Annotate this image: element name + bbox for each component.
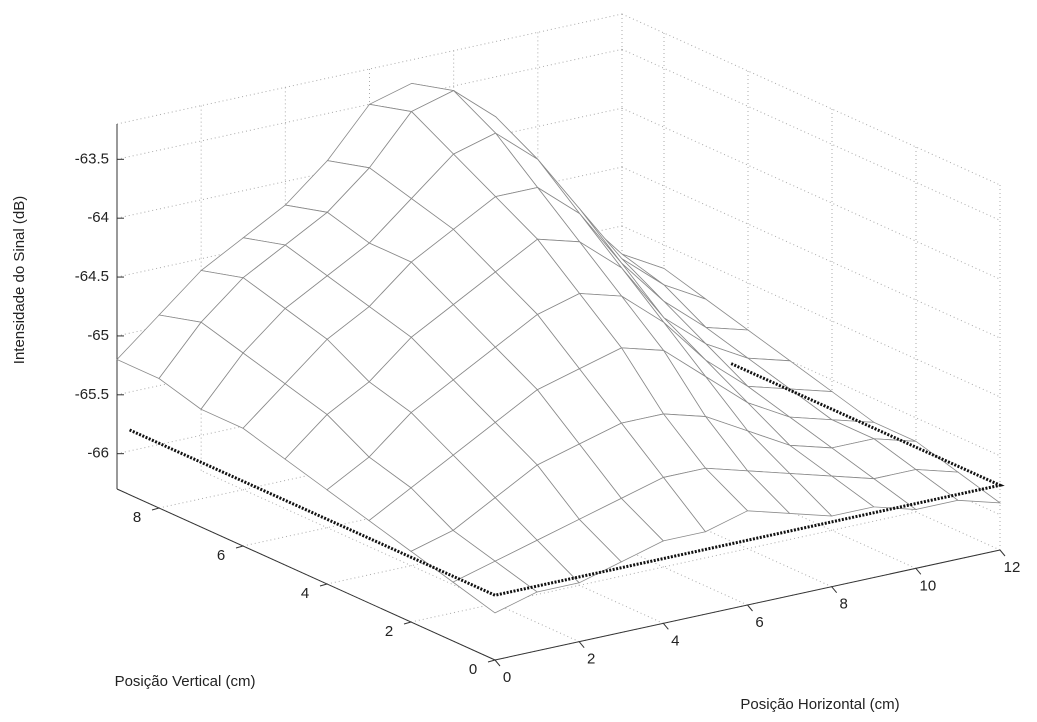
axis-line [116,488,496,661]
y-tick [487,659,496,663]
y-tick [151,507,160,511]
y-axis-title: Posição Vertical (cm) [115,673,256,690]
mesh-cell [452,560,538,614]
x-tick-label: 4 [671,632,679,649]
x-tick [915,568,922,575]
z-tick-label: -66 [87,445,109,462]
z-axis-title: Intensidade do Sinal (dB) [11,196,28,364]
x-tick-label: 12 [1004,559,1021,576]
y-tick-label: 4 [301,585,309,602]
x-tick [662,623,669,630]
x-tick-label: 2 [587,651,595,668]
z-tick-label: -65 [87,327,109,344]
z-tick-label: -65.5 [75,386,109,403]
x-axis-title: Posição Horizontal (cm) [740,696,899,713]
y-tick-label: 2 [385,623,393,640]
y-tick-label: 6 [217,547,225,564]
grid-line [621,48,1001,221]
outline [128,362,1005,597]
y-tick [235,545,244,549]
x-tick-label: 8 [839,596,847,613]
y-tick [319,583,328,587]
z-tick-label: -63.5 [75,150,109,167]
z-tick-label: -64 [87,209,109,226]
x-tick-label: 10 [919,577,936,594]
y-tick-label: 0 [469,661,477,678]
x-tick-label: 6 [755,614,763,631]
grid-line [621,107,1001,280]
y-tick [403,621,412,625]
y-tick-label: 8 [133,509,141,526]
x-tick [831,586,838,593]
x-tick [494,659,501,667]
x-tick [578,641,585,648]
box-edge [621,13,1001,186]
x-tick [999,549,1006,557]
x-tick [747,604,753,612]
z-tick-label: -64.5 [75,268,109,285]
x-tick-label: 0 [503,669,511,686]
